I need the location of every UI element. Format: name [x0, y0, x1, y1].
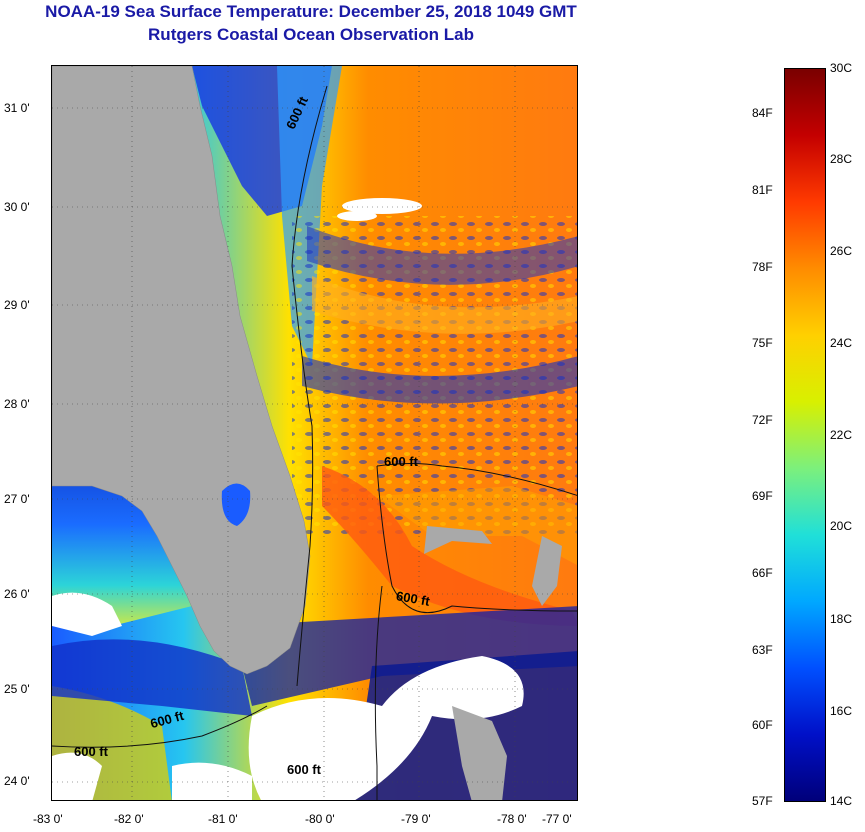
colorbar-celsius-label: 22C — [830, 428, 853, 442]
lon-tick-label: -78 0' — [497, 812, 527, 826]
colorbar-celsius-label: 26C — [830, 244, 853, 258]
lat-tick-label: 27 0' — [4, 492, 30, 506]
colorbar-celsius-label: 30C — [830, 61, 853, 75]
colorbar-fahrenheit-label: 63F — [752, 643, 773, 657]
land-mass — [532, 536, 562, 606]
lon-tick-label: -81 0' — [208, 812, 238, 826]
colorbar-celsius-label: 14C — [830, 794, 853, 808]
colorbar-celsius-label: 20C — [830, 519, 853, 533]
isobath-600ft — [52, 85, 577, 800]
colorbar-fahrenheit-label: 69F — [752, 489, 773, 503]
colorbar-celsius-label: 18C — [830, 612, 853, 626]
colorbar-celsius-label: 24C — [830, 336, 853, 350]
lat-tick-label: 31 0' — [4, 101, 30, 115]
colorbar-fahrenheit-label: 57F — [752, 794, 773, 808]
lon-tick-label: -83 0' — [33, 812, 63, 826]
cloud-mask — [52, 198, 524, 800]
colorbar-fahrenheit-label: 60F — [752, 718, 773, 732]
colorbar-fahrenheit-label: 78F — [752, 260, 773, 274]
sst-map — [51, 65, 578, 801]
lat-tick-label: 30 0' — [4, 200, 30, 214]
contour-label: 600 ft — [384, 454, 418, 469]
lon-tick-label: -82 0' — [114, 812, 144, 826]
colorbar-fahrenheit-label: 72F — [752, 413, 773, 427]
colorbar-celsius-label: 28C — [830, 152, 853, 166]
map-subtitle: Rutgers Coastal Ocean Observation Lab — [148, 25, 474, 44]
contour-label: 600 ft — [74, 744, 108, 759]
lat-tick-label: 25 0' — [4, 682, 30, 696]
colorbar-fahrenheit-label: 75F — [752, 336, 773, 350]
land-mass — [424, 526, 492, 554]
lake — [221, 483, 251, 526]
lon-tick-label: -79 0' — [401, 812, 431, 826]
colorbar-celsius-label: 16C — [830, 704, 853, 718]
lon-tick-label: -80 0' — [305, 812, 335, 826]
contour-label: 600 ft — [287, 762, 321, 777]
land-mass — [52, 66, 311, 675]
lon-tick-label: -77 0' — [542, 812, 572, 826]
colorbar-fahrenheit-label: 66F — [752, 566, 773, 580]
colorbar-fahrenheit-label: 84F — [752, 106, 773, 120]
colorbar-fahrenheit-label: 81F — [752, 183, 773, 197]
land-mass — [452, 706, 507, 800]
lat-tick-label: 24 0' — [4, 774, 30, 788]
map-title: NOAA-19 Sea Surface Temperature: Decembe… — [45, 2, 577, 21]
colorbar — [784, 68, 826, 802]
lat-tick-label: 26 0' — [4, 587, 30, 601]
lat-tick-label: 29 0' — [4, 298, 30, 312]
lat-tick-label: 28 0' — [4, 397, 30, 411]
